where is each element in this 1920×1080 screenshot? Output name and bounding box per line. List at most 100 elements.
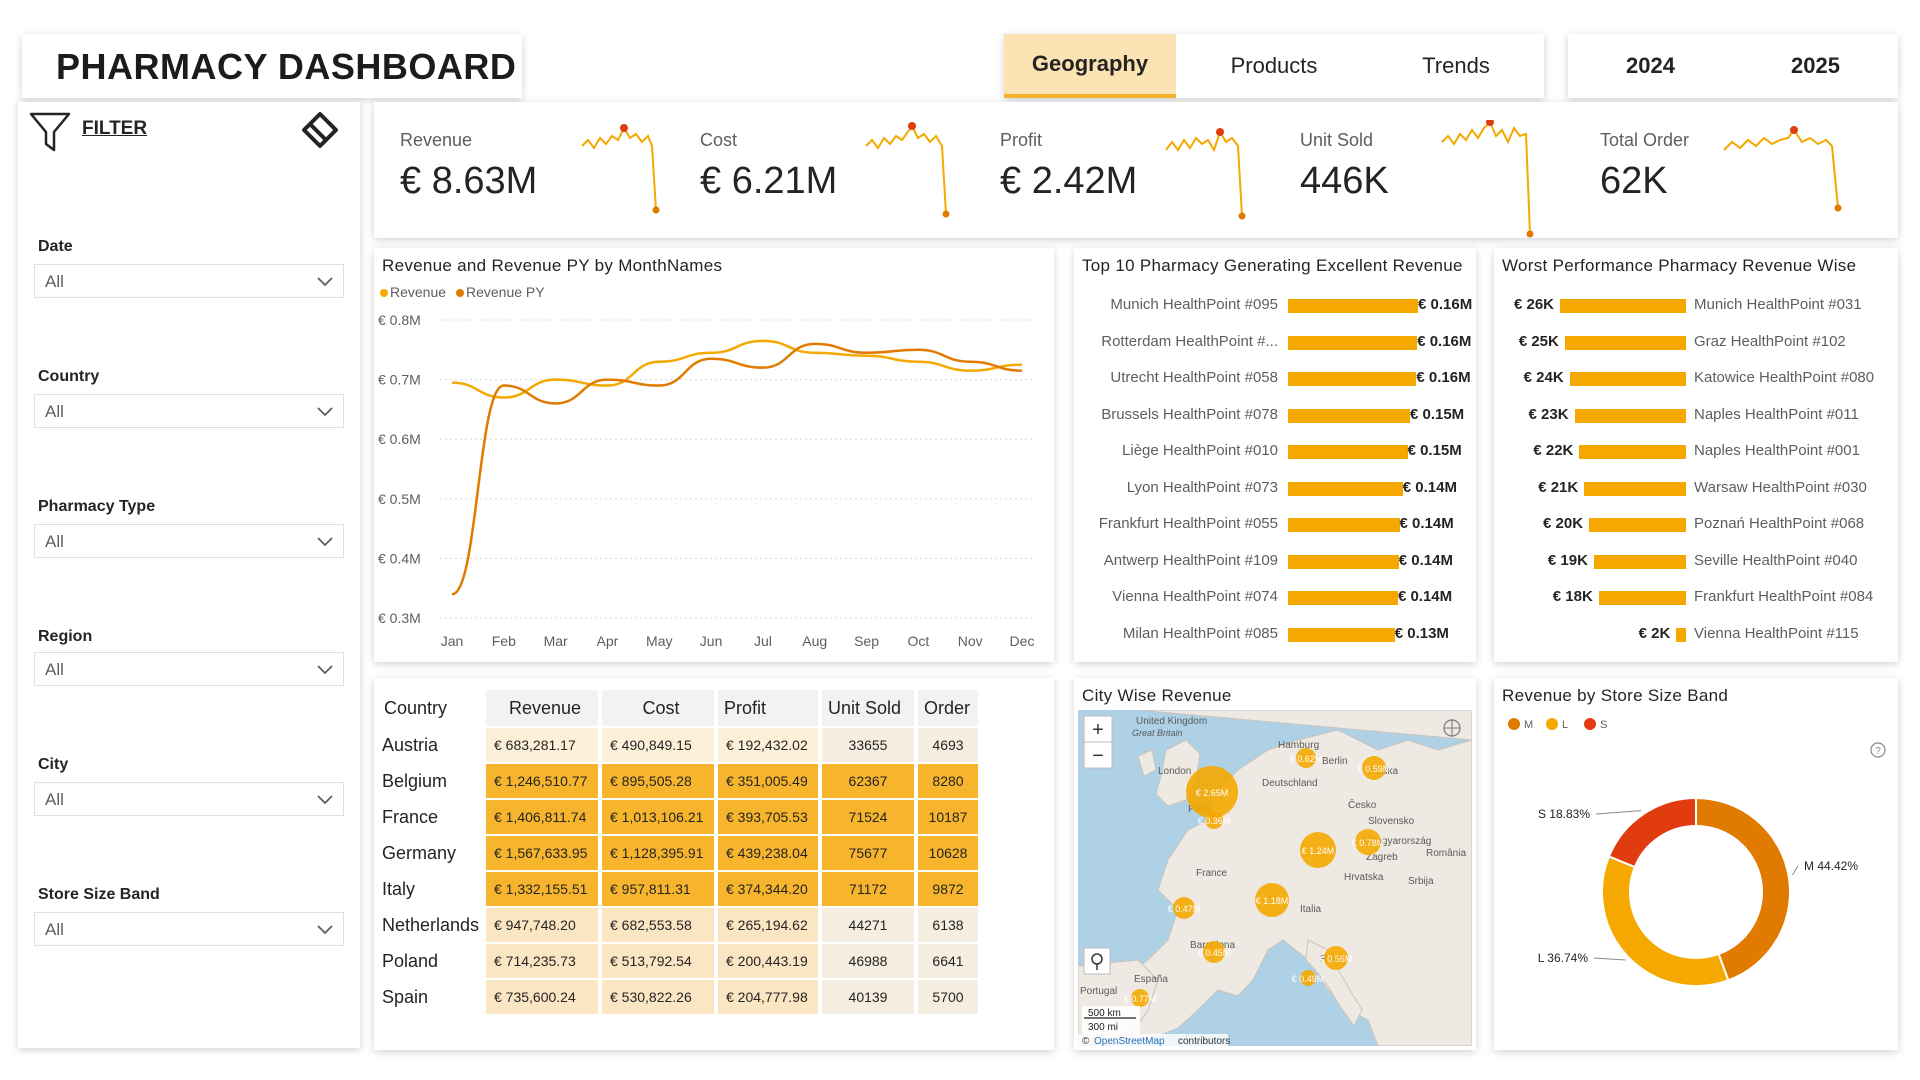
map-bubble[interactable]: € 0.49M [1292,970,1325,986]
kpi-label-revenue: Revenue [400,130,473,150]
bar[interactable] [1288,299,1418,313]
store-size-band-dropdown[interactable]: All [34,912,344,946]
europe-map[interactable]: United Kingdom Great Britain London Pari… [1078,710,1472,1046]
table-cell-order: 5700 [918,980,982,1014]
table-row[interactable]: France € 1,406,811.74 € 1,013,106.21 € 393,… [378,800,982,834]
bar[interactable] [1589,518,1686,532]
bar[interactable] [1288,335,1418,350]
table-row[interactable]: Italy € 1,332,155.51 € 957,811.31 € 374,344… [378,872,982,906]
bar[interactable] [1574,408,1686,423]
donut-slice-s[interactable] [1607,796,1697,869]
table-row[interactable]: Poland € 714,235.73 € 513,792.54 € 200,443.… [378,944,982,978]
table-cell-order: 10628 [918,836,982,870]
bar[interactable] [1288,554,1399,569]
date-dropdown[interactable]: All [34,264,344,298]
line-series-revenue-py[interactable] [451,342,1023,596]
map-bubble[interactable]: € 2.65M [1186,766,1238,818]
pharmacy-type-dropdown[interactable]: All [34,524,344,558]
map-zoom-in-button[interactable]: + [1092,719,1104,741]
map-scale-bar: 500 km 300 mi [1082,1006,1140,1034]
bar[interactable] [1579,445,1686,459]
map-bubble[interactable]: € 0.36M [1198,811,1231,829]
legend-label[interactable]: Revenue PY [466,284,545,300]
total-order-sparkline [1723,126,1842,212]
osm-link[interactable]: OpenStreetMap [1094,1036,1165,1046]
tab-trends[interactable]: Trends [1422,53,1490,78]
map-label-cesko: Česko [1348,798,1377,811]
region-dropdown[interactable]: All [34,652,344,686]
map-bubble[interactable]: € 0.77M [1124,989,1157,1007]
table-cell-units: 75677 [822,836,918,870]
svg-text:?: ? [1875,746,1881,757]
legend-label[interactable]: Revenue [390,284,446,300]
bar[interactable] [1288,445,1408,459]
x-tick-label: May [646,633,672,649]
year-button-2024[interactable]: 2024 [1626,53,1675,78]
map-bubble[interactable]: € 1.18M [1255,883,1289,917]
bar[interactable] [1288,591,1398,605]
legend-marker [1584,718,1596,730]
map-bubble[interactable]: € 0.62M [1290,748,1323,768]
table-row[interactable]: Belgium € 1,246,510.77 € 895,505.28 € 351,0… [378,764,982,798]
revenue-sparkline [581,124,660,214]
table-cell-profit: € 393,705.53 [718,800,822,834]
map-bubble[interactable]: € 0.45M [1198,941,1231,963]
bar-category-label: Antwerp HealthPoint #109 [1103,551,1278,569]
column-header-profit[interactable]: Profit [718,690,822,726]
tab-products[interactable]: Products [1230,53,1318,78]
column-header-revenue[interactable]: Revenue [486,690,602,726]
filter-label-city: City [38,756,69,773]
bar[interactable] [1676,627,1686,642]
bar-category-label: Poznań HealthPoint #068 [1694,515,1865,532]
bar[interactable] [1288,627,1395,642]
bar-category-label: Vienna HealthPoint #115 [1694,624,1859,642]
bar[interactable] [1593,554,1686,569]
bar[interactable] [1288,408,1410,423]
map-compass-icon[interactable] [1443,719,1461,737]
column-header-unit-sold[interactable]: Unit Sold [822,690,918,726]
help-icon[interactable]: ? [1870,742,1886,758]
line-chart-title: Revenue and Revenue PY by MonthNames [382,256,723,275]
legend-label[interactable]: M [1524,719,1533,731]
donut-slice-l[interactable] [1601,855,1730,987]
table-cell-profit: € 192,432.02 [718,728,822,762]
map-bubble[interactable]: € 0.59M [1358,756,1391,780]
table-row[interactable]: Spain € 735,600.24 € 530,822.26 € 204,777.9… [378,980,982,1014]
bar[interactable] [1288,372,1417,386]
donut-leader-line [1593,957,1626,961]
year-button-2025[interactable]: 2025 [1791,53,1840,78]
x-tick-label: Nov [958,633,983,649]
map-label-great-britain: Great Britain [1132,728,1183,738]
map-bubble[interactable]: € 1.24M [1300,832,1336,868]
table-row[interactable]: Germany € 1,567,633.95 € 1,128,395.91 € 439… [378,836,982,870]
map-locate-icon[interactable] [1083,947,1111,975]
donut-slice-m[interactable] [1695,796,1791,982]
x-tick-label: Mar [544,633,568,649]
table-row[interactable]: Austria € 683,281.17 € 490,849.15 € 192,432… [378,728,982,762]
bar[interactable] [1288,481,1403,496]
map-label-deutschland: Deutschland [1262,778,1318,789]
bar[interactable] [1598,591,1686,605]
country-table-card: Country Revenue Cost Profit Unit Sold Or… [374,678,1054,1050]
tab-geography[interactable]: Geography [1004,34,1176,98]
bar[interactable] [1564,335,1686,350]
country-dropdown[interactable]: All [34,394,344,428]
table-row[interactable]: Netherlands € 947,748.20 € 682,553.58 € 265… [378,908,982,942]
map-bubble[interactable]: € 0.47M [1168,897,1201,919]
top-pharmacy-title: Top 10 Pharmacy Generating Excellent Rev… [1082,256,1463,275]
column-header-cost[interactable]: Cost [602,690,718,726]
map-bubble[interactable]: € 0.56M [1320,946,1353,970]
bar[interactable] [1584,481,1686,496]
column-header-order[interactable]: Order [918,690,982,726]
eraser-icon[interactable] [300,110,340,150]
bar[interactable] [1560,299,1686,313]
map-zoom-out-button[interactable]: − [1092,745,1104,767]
legend-label[interactable]: L [1562,719,1568,731]
bar[interactable] [1288,518,1400,532]
bar[interactable] [1569,372,1686,386]
map-bubble[interactable]: € 0.78M [1352,829,1385,855]
legend-label[interactable]: S [1600,719,1607,731]
column-header-country[interactable]: Country [378,690,486,726]
city-dropdown[interactable]: All [34,782,344,816]
line-series-revenue[interactable] [451,339,1023,399]
